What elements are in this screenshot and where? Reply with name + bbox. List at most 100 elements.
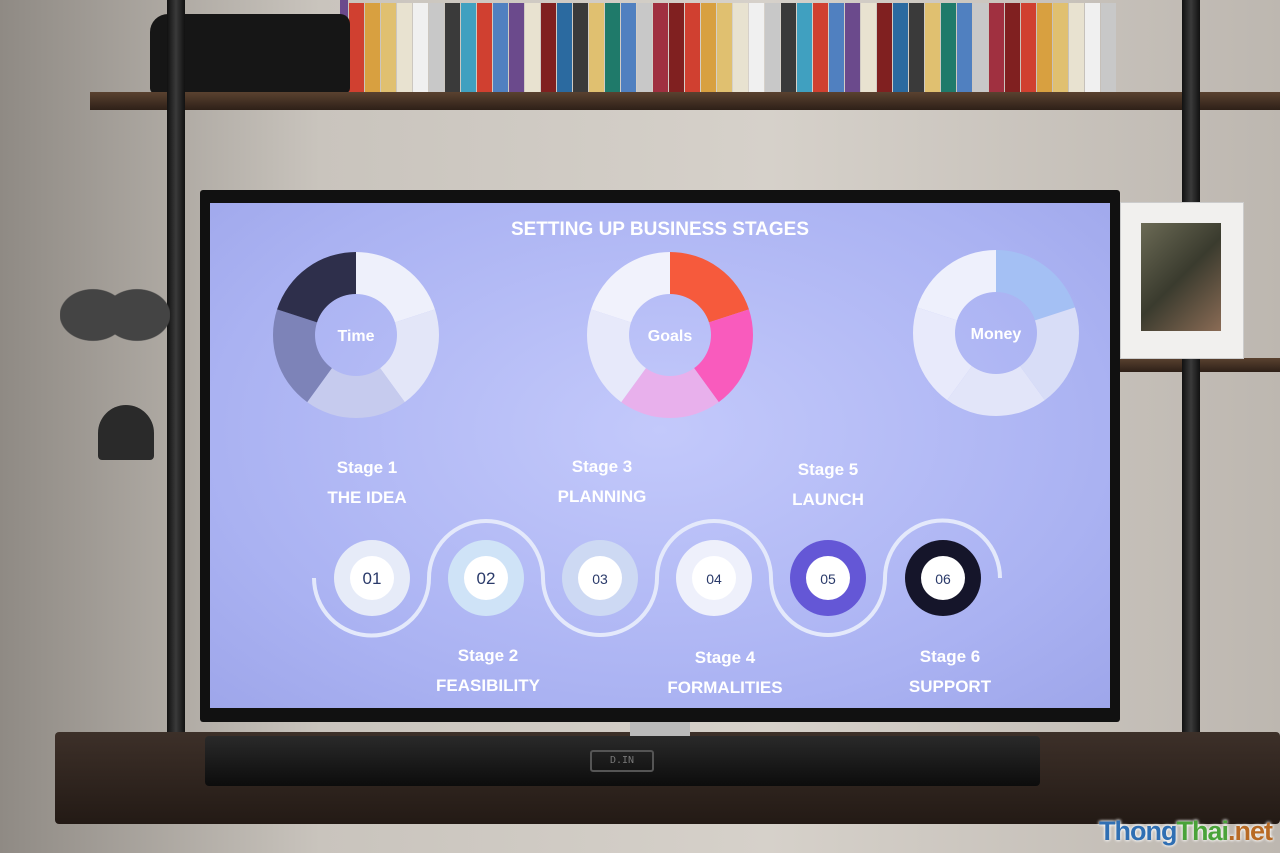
book-spine [749, 3, 764, 94]
book-spine [605, 3, 620, 94]
stage-4-label: Stage 4 FORMALITIES [625, 643, 825, 703]
book-spine [573, 3, 588, 94]
stage-number: Stage 4 [694, 648, 756, 667]
watermark-thong: Thong [1099, 816, 1177, 846]
book-spine [685, 3, 700, 94]
donut-segment [307, 368, 405, 418]
book-spine [925, 3, 940, 94]
stage-circle-inner [464, 556, 508, 600]
book-spine [445, 3, 460, 94]
book-spine [1069, 3, 1084, 94]
book-spine [717, 3, 732, 94]
donut-segment [1020, 307, 1079, 401]
stage-name: THE IDEA [327, 488, 407, 507]
book-spine [765, 3, 780, 94]
book-spine [941, 3, 956, 94]
stage-number: Stage 2 [457, 646, 519, 665]
book-spine [509, 3, 524, 94]
book-spine [1101, 3, 1116, 94]
donut-label: Time [337, 328, 374, 345]
book-spine [973, 3, 988, 94]
right-shelf [1120, 358, 1280, 372]
butterfly-chime [60, 275, 170, 375]
stage-circle-inner [692, 556, 736, 600]
donut-label: Goals [648, 328, 693, 345]
watermark-thai: Thai [1176, 816, 1229, 846]
book-spine [893, 3, 908, 94]
book-spine [877, 3, 892, 94]
television: SETTING UP BUSINESS STAGES Time Goals Mone… [200, 190, 1120, 722]
slide-graphics: Time Goals Money 01 02 03 04 05 06 [273, 250, 1079, 638]
book-spine [861, 3, 876, 94]
stage-number: Stage 6 [919, 647, 981, 666]
donut-segment [621, 368, 719, 418]
stage-number-text: 04 [706, 571, 722, 587]
donut-segment [356, 252, 435, 323]
book-spine [1037, 3, 1052, 94]
stage-number-text: 01 [363, 569, 382, 588]
stage-name: SUPPORT [908, 677, 992, 696]
stage-circle-inner [806, 556, 850, 600]
stage-circle-inner [578, 556, 622, 600]
soundbar-display: D.IN [590, 750, 654, 772]
book-spine [989, 3, 1004, 94]
book-spine [909, 3, 924, 94]
stage-number: Stage 3 [571, 457, 633, 476]
top-shelf [90, 92, 1280, 110]
book-spine [429, 3, 444, 94]
donut-segment [380, 309, 439, 403]
stage-5-label: Stage 5 LAUNCH [728, 455, 928, 515]
stage-number-text: 05 [820, 571, 836, 587]
stage-name: FORMALITIES [667, 678, 783, 697]
book-spine [829, 3, 844, 94]
book-spine [525, 3, 540, 94]
book-spine [381, 3, 396, 94]
stage-number-text: 06 [935, 571, 951, 587]
stage-name: PLANNING [557, 487, 647, 506]
donut-segment [917, 250, 996, 321]
book-spine [1053, 3, 1068, 94]
stage-name: FEASIBILITY [436, 676, 540, 695]
stage-1-label: Stage 1 THE IDEA [267, 453, 467, 513]
book-spine [701, 3, 716, 94]
stage-number-text: 02 [477, 569, 496, 588]
watermark-net: .net [1227, 816, 1273, 846]
stage-circle-inner [350, 556, 394, 600]
book-spine [589, 3, 604, 94]
book-spine [397, 3, 412, 94]
slide-title: SETTING UP BUSINESS STAGES [510, 219, 810, 240]
donut-label: Money [971, 326, 1022, 343]
book-spine [413, 3, 428, 94]
donut-segment [273, 309, 332, 403]
donut-segment [277, 252, 356, 323]
book-spine [797, 3, 812, 94]
book-spine [1085, 3, 1100, 94]
book-spine [365, 3, 380, 94]
book-spine [1021, 3, 1036, 94]
book-spine [1005, 3, 1020, 94]
book-spine [493, 3, 508, 94]
bell [98, 405, 154, 460]
watermark-logo: ThongThai.net [1099, 816, 1273, 847]
stage-number: Stage 1 [336, 458, 398, 477]
photo [1141, 223, 1221, 331]
donut-segment [591, 252, 670, 323]
book-spine [845, 3, 860, 94]
stage-circle-inner [921, 556, 965, 600]
stage-number-text: 03 [592, 571, 608, 587]
donut-segment [947, 366, 1045, 416]
soundbar: D.IN [205, 736, 1040, 786]
book-spine [813, 3, 828, 94]
book-spine [637, 3, 652, 94]
book-spine [477, 3, 492, 94]
stage-name: LAUNCH [792, 490, 864, 509]
book-spine [733, 3, 748, 94]
stage-6-label: Stage 6 SUPPORT [850, 642, 1050, 702]
stage-number: Stage 5 [797, 460, 859, 479]
book-spine [557, 3, 572, 94]
bookshelf-books [340, 0, 1120, 94]
left-pipe [167, 0, 185, 760]
stage-2-label: Stage 2 FEASIBILITY [388, 641, 588, 701]
book-spine [781, 3, 796, 94]
photo-frame [1120, 202, 1244, 359]
